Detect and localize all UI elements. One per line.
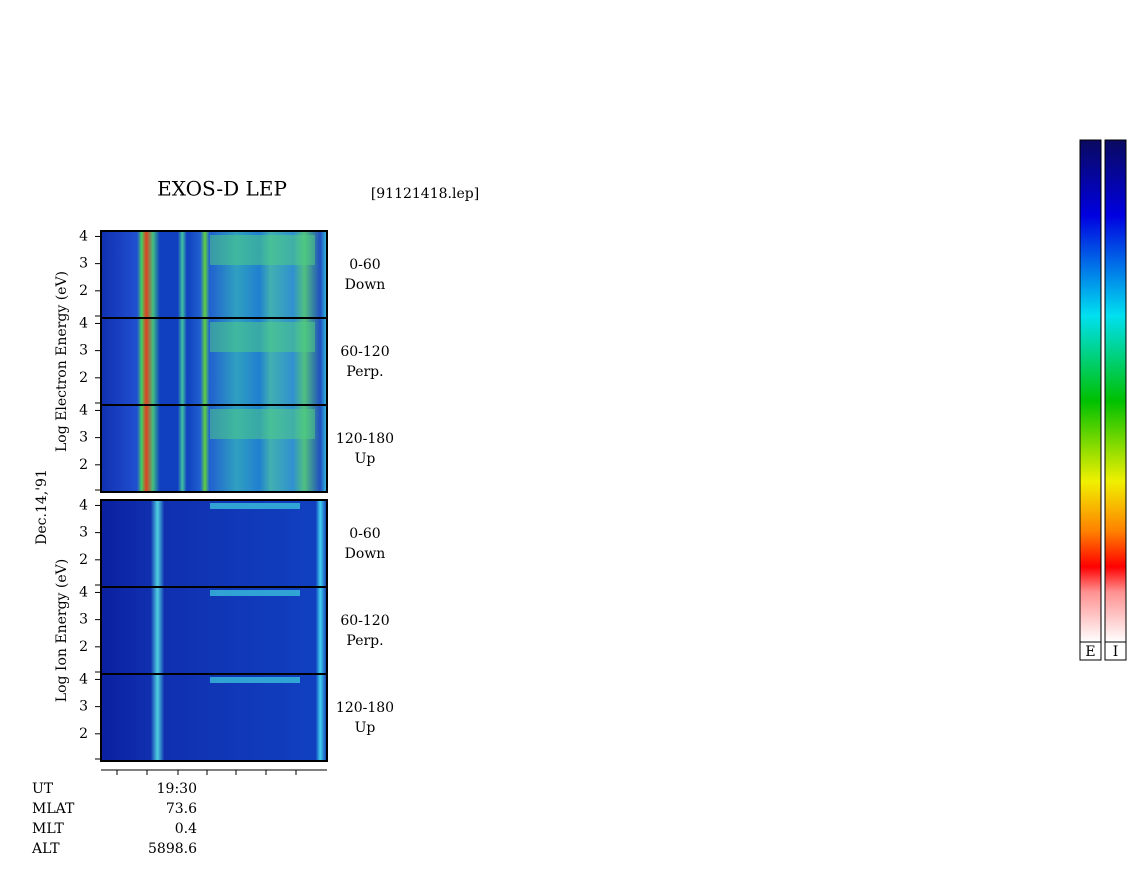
info-value: 73.6: [166, 801, 197, 817]
y-tick-label: 3: [79, 430, 88, 446]
y-tick-label: 4: [79, 497, 88, 513]
info-key: MLT: [32, 821, 64, 837]
info-value: 5898.6: [148, 841, 197, 857]
chart-title: EXOS-D LEP: [157, 177, 287, 201]
y-tick-label: 2: [79, 457, 88, 473]
spectrogram-band: [210, 590, 300, 596]
y-tick-label: 4: [79, 228, 88, 244]
colorbar-label: E: [1085, 644, 1095, 660]
date-label: Dec.14,'91: [34, 469, 50, 545]
info-value: 19:30: [157, 781, 197, 797]
y-tick-label: 3: [79, 612, 88, 628]
y-axis-label: Log Electron Energy (eV): [54, 271, 70, 452]
info-key: MLAT: [32, 801, 75, 817]
info-key: UT: [32, 781, 54, 797]
direction-label: Up: [355, 451, 376, 467]
y-tick-label: 4: [79, 402, 88, 418]
pitch-angle-label: 0-60: [349, 257, 380, 273]
info-key: ALT: [31, 841, 60, 857]
colorbar-label: I: [1113, 644, 1119, 660]
pitch-angle-label: 0-60: [349, 526, 380, 542]
y-tick-label: 3: [79, 699, 88, 715]
y-tick-label: 3: [79, 256, 88, 272]
y-tick-label: 2: [79, 552, 88, 568]
direction-label: Down: [345, 277, 386, 293]
pitch-angle-label: 120-180: [336, 431, 394, 447]
y-tick-label: 2: [79, 639, 88, 655]
spectrogram-panel: [100, 673, 328, 762]
y-tick-label: 3: [79, 525, 88, 541]
y-tick-label: 4: [79, 584, 88, 600]
spectrogram-band: [210, 322, 315, 352]
spectrogram-band: [210, 503, 300, 509]
spectrogram-band: [210, 235, 315, 265]
direction-label: Perp.: [346, 364, 383, 380]
spectrogram-band: [210, 409, 315, 439]
y-tick-label: 4: [79, 671, 88, 687]
spectrogram-band: [210, 677, 300, 683]
spectrogram-panel: [100, 586, 328, 675]
y-tick-label: 2: [79, 283, 88, 299]
y-tick-label: 4: [79, 315, 88, 331]
pitch-angle-label: 120-180: [336, 700, 394, 716]
direction-label: Down: [345, 546, 386, 562]
direction-label: Up: [355, 720, 376, 736]
y-axis-label: Log Ion Energy (eV): [54, 559, 70, 702]
pitch-angle-label: 60-120: [340, 344, 389, 360]
time-axis: [101, 769, 327, 775]
direction-label: Perp.: [346, 633, 383, 649]
y-tick-label: 3: [79, 343, 88, 359]
y-tick-label: 2: [79, 370, 88, 386]
y-tick-label: 2: [79, 726, 88, 742]
colorbars: [1079, 139, 1127, 661]
spectrogram-panel: [100, 499, 328, 588]
pitch-angle-label: 60-120: [340, 613, 389, 629]
file-label: [91121418.lep]: [371, 186, 479, 202]
info-value: 0.4: [175, 821, 197, 837]
